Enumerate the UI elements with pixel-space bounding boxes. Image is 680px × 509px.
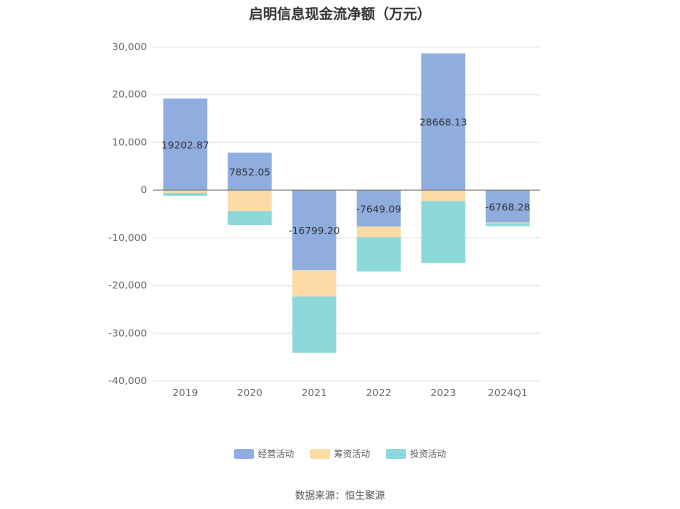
bar-segment-3 bbox=[227, 211, 272, 225]
y-tick-label: -20,000 bbox=[108, 281, 147, 292]
y-tick-label: 0 bbox=[141, 185, 147, 196]
legend-label: 筹资活动 bbox=[333, 450, 370, 460]
bar-segment-1 bbox=[163, 98, 208, 191]
chart-title: 启明信息现金流净额（万元） bbox=[249, 7, 431, 23]
x-tick-label: 2024Q1 bbox=[488, 388, 528, 399]
bar-segment-1 bbox=[292, 190, 337, 271]
bar-segment-3 bbox=[163, 193, 208, 196]
bar-segment-3 bbox=[356, 237, 401, 272]
x-tick-label: 2023 bbox=[431, 388, 456, 399]
bar-segment-3 bbox=[292, 296, 337, 353]
bar-segment-2 bbox=[227, 190, 272, 212]
x-tick-label: 2020 bbox=[237, 388, 262, 399]
x-tick-label: 2022 bbox=[366, 388, 391, 399]
bar-segment-2 bbox=[163, 190, 208, 194]
data-label: -7649.09 bbox=[356, 204, 401, 215]
legend-swatch bbox=[309, 448, 330, 459]
legend-item[interactable]: 筹资活动 bbox=[309, 447, 370, 460]
bar-segment-1 bbox=[421, 53, 466, 191]
x-tick-label: 2019 bbox=[173, 388, 198, 399]
legend-item[interactable]: 投资活动 bbox=[386, 447, 446, 460]
bar-segment-2 bbox=[485, 222, 530, 224]
x-tick-label: 2021 bbox=[302, 388, 327, 399]
bar-segment-1 bbox=[227, 152, 272, 191]
data-source: 数据来源：恒生聚源 bbox=[295, 491, 385, 502]
y-tick-label: 20,000 bbox=[112, 90, 147, 101]
data-label: 28668.13 bbox=[419, 118, 467, 129]
bar-segment-3 bbox=[485, 223, 530, 227]
data-label: -6768.28 bbox=[485, 202, 530, 213]
data-label: 19202.87 bbox=[161, 140, 209, 151]
bar-segment-2 bbox=[421, 190, 466, 202]
legend-swatch bbox=[233, 448, 254, 459]
legend-label: 投资活动 bbox=[410, 450, 447, 460]
bar-segment-1 bbox=[356, 190, 401, 227]
bar-segment-3 bbox=[421, 201, 466, 264]
bar-segment-2 bbox=[356, 226, 401, 238]
y-tick-label: -40,000 bbox=[108, 376, 147, 387]
bar-segment-2 bbox=[292, 270, 337, 297]
data-label: 7852.05 bbox=[229, 167, 270, 178]
legend-label: 经营活动 bbox=[257, 450, 294, 460]
legend-item[interactable]: 经营活动 bbox=[233, 447, 294, 460]
y-tick-label: -30,000 bbox=[108, 328, 147, 339]
chart-legend: 经营活动 筹资活动 投资活动 bbox=[0, 447, 680, 460]
data-label: -16799.20 bbox=[289, 226, 340, 237]
y-tick-label: 10,000 bbox=[112, 137, 147, 148]
y-tick-label: 30,000 bbox=[112, 42, 147, 53]
y-tick-label: -10,000 bbox=[108, 233, 147, 244]
legend-swatch bbox=[386, 448, 406, 459]
bar-segment-1 bbox=[485, 190, 530, 223]
